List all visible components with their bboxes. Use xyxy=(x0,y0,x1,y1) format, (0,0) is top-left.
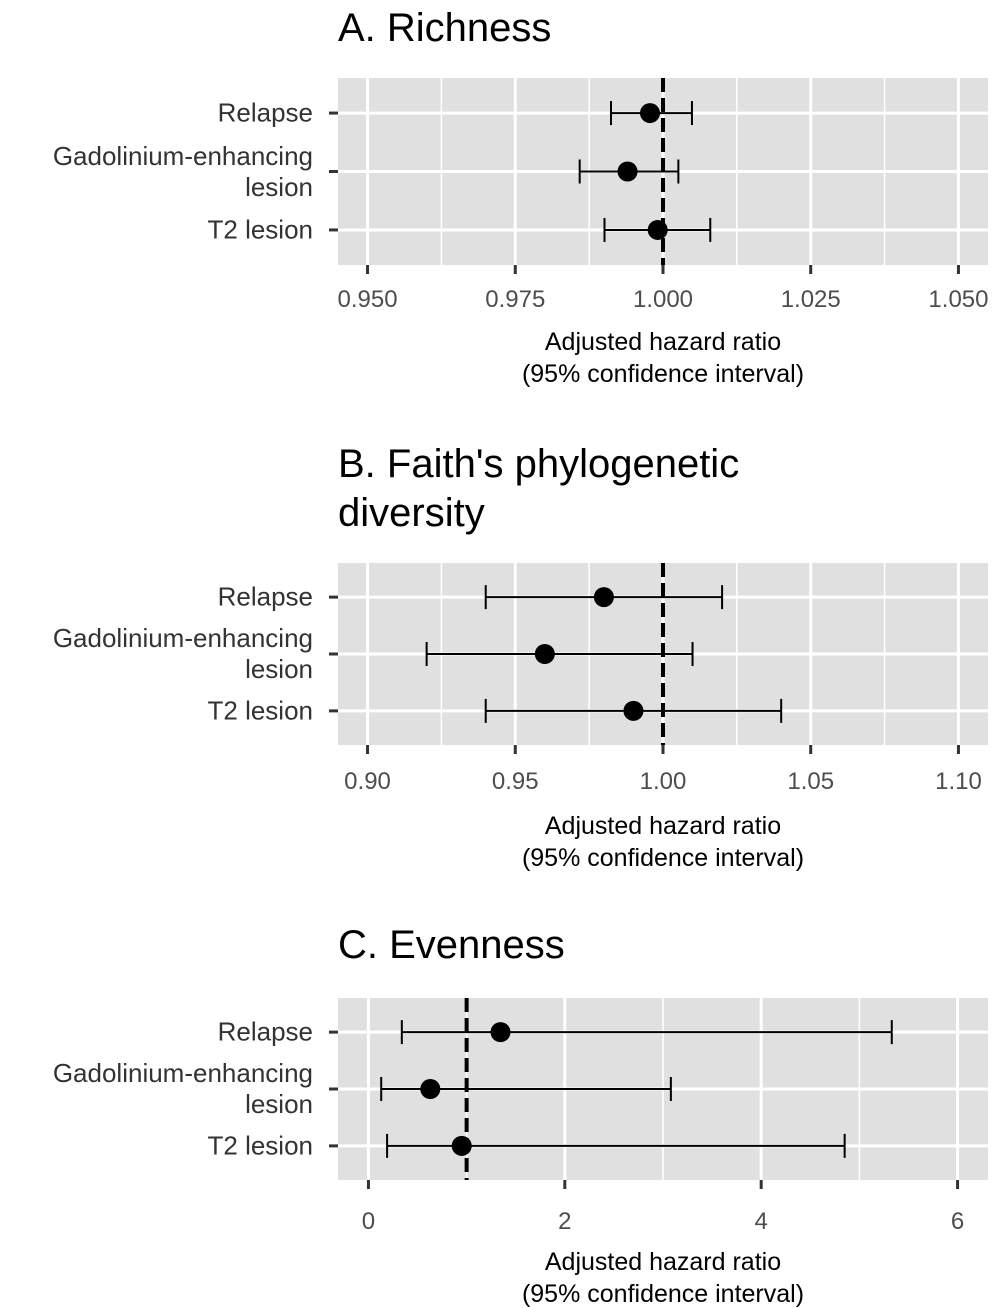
x-axis-title: Adjusted hazard ratio (95% confidence in… xyxy=(521,812,805,872)
x-tick-label: 1.050 xyxy=(928,286,989,313)
point-estimate xyxy=(451,1135,472,1156)
point-estimate xyxy=(490,1022,511,1043)
y-tick-label: Relapse xyxy=(217,581,313,612)
panel-title: B. Faith's phylogenetic diversity xyxy=(338,442,740,535)
point-estimate xyxy=(617,161,638,182)
point-estimate xyxy=(647,219,668,240)
y-tick-label: T2 lesion xyxy=(207,695,314,726)
x-tick-label: 0.90 xyxy=(344,768,391,795)
y-tick-label: Gadolinium-enhancing lesion xyxy=(52,1058,313,1119)
panel-title: C. Evenness xyxy=(338,923,565,967)
x-tick-label: 1.00 xyxy=(639,768,687,795)
point-estimate xyxy=(640,103,660,124)
x-tick-label: 1.000 xyxy=(632,286,694,313)
x-tick-label: 6 xyxy=(950,1208,965,1235)
y-tick-label: T2 lesion xyxy=(207,1130,314,1161)
y-tick-label: Gadolinium-enhancing lesion xyxy=(52,623,313,684)
y-tick-label: T2 lesion xyxy=(207,214,314,245)
x-tick-label: 1.025 xyxy=(780,286,841,313)
x-tick-label: 2 xyxy=(558,1208,572,1235)
x-tick-label: 1.10 xyxy=(935,768,982,795)
x-tick-label: 4 xyxy=(754,1208,768,1235)
x-axis-title: Adjusted hazard ratio (95% confidence in… xyxy=(521,1248,805,1308)
x-tick-label: 0.95 xyxy=(491,768,539,795)
x-axis-title: Adjusted hazard ratio (95% confidence in… xyxy=(521,328,805,388)
point-estimate xyxy=(623,700,644,721)
point-estimate xyxy=(593,587,614,608)
x-tick-label: 0.975 xyxy=(485,286,546,313)
x-tick-label: 0 xyxy=(361,1208,376,1235)
panel-title: A. Richness xyxy=(338,6,552,50)
y-tick-label: Relapse xyxy=(217,1016,313,1047)
x-tick-label: 0.950 xyxy=(337,286,398,313)
y-tick-label: Relapse xyxy=(217,97,313,128)
y-tick-label: Gadolinium-enhancing lesion xyxy=(52,140,313,202)
point-estimate xyxy=(534,644,555,664)
x-tick-label: 1.05 xyxy=(787,768,835,795)
point-estimate xyxy=(420,1079,441,1099)
